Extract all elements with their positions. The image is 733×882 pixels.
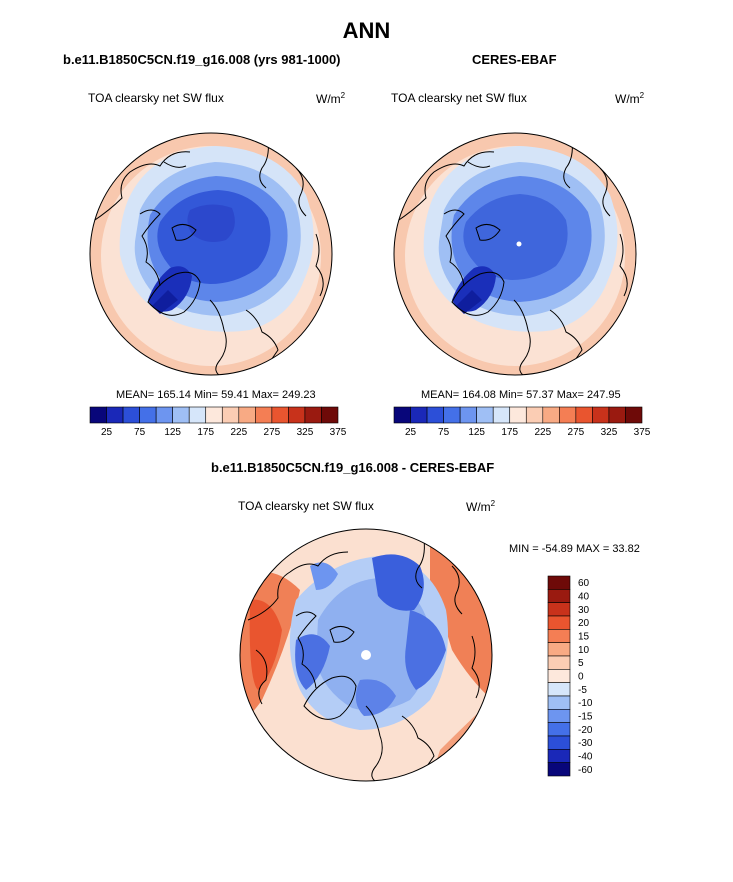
panel-1-colorbar-swatch — [221, 406, 240, 424]
panel-2-colorbar-swatch — [509, 406, 527, 424]
panel-1-colorbar-swatch — [155, 406, 173, 424]
panel-3-colorbar-swatch — [547, 682, 571, 697]
panel-1-colorbar-swatch — [304, 406, 322, 424]
panel-1-colorbar-tick-label: 325 — [297, 427, 314, 438]
panel-3-variable-label: TOA clearsky net SW flux — [238, 499, 374, 513]
figure-title: ANN — [342, 18, 391, 43]
panel-3-colorbar-tick-label: 15 — [578, 632, 590, 643]
panel-3-colorbar-swatch — [547, 575, 571, 590]
panel-2-colorbar-swatch — [542, 406, 560, 424]
panel-2-stats: MEAN= 164.08 Min= 57.37 Max= 247.95 — [421, 389, 621, 401]
panel-2-colorbar-swatch — [410, 406, 428, 424]
panel-3-stats: MIN = -54.89 MAX = 33.82 — [509, 543, 640, 555]
panel-3-colorbar-swatch — [547, 642, 571, 657]
panel-1-colorbar-tick-label: 125 — [164, 427, 181, 438]
panel-3-map — [239, 528, 493, 782]
panel-2-colorbar-swatch — [559, 406, 577, 424]
panel-1-case-title: b.e11.B1850C5CN.f19_g16.008 (yrs 981-100… — [63, 52, 341, 67]
panel-2-colorbar-swatch — [592, 406, 610, 424]
panel-1-colorbar-swatch — [238, 406, 256, 424]
panel-3-colorbar-tick-label: -30 — [578, 738, 593, 749]
panel-2-colorbar-swatch — [492, 406, 511, 424]
panel-3-colorbar-tick-label: -20 — [578, 725, 593, 736]
panel-1-stats: MEAN= 165.14 Min= 59.41 Max= 249.23 — [116, 389, 316, 401]
panel-1-colorbar-swatch — [205, 406, 223, 424]
panel-2-colorbar-tick-label: 275 — [568, 427, 585, 438]
panel-3-colorbar-swatch — [547, 615, 571, 630]
panel-3-colorbar-tick-label: -10 — [578, 698, 593, 709]
panel-2-colorbar: 25 75 125 175 225 275 325 375 — [393, 406, 651, 438]
panel-1-colorbar-tick-label: 25 — [101, 427, 113, 438]
panel-2-colorbar-tick-label: 75 — [438, 427, 450, 438]
panel-3-units: W/m2 — [466, 499, 496, 514]
panel-3-colorbar-tick-label: 5 — [578, 658, 584, 669]
panel-2-colorbar-swatch — [426, 406, 444, 424]
panel-3-colorbar-tick-label: 20 — [578, 618, 590, 629]
panel-1-colorbar-swatch — [271, 406, 289, 424]
panel-1-colorbar-swatch — [89, 406, 107, 424]
panel-2-colorbar-swatch — [393, 406, 411, 424]
panel-2-colorbar-swatch — [625, 406, 643, 424]
panel-3-colorbar-tick-label: -40 — [578, 752, 593, 763]
panel-1-variable-label: TOA clearsky net SW flux — [88, 91, 224, 105]
panel-3-colorbar-tick-label: 30 — [578, 605, 590, 616]
panel-2-variable-label: TOA clearsky net SW flux — [391, 91, 527, 105]
panel-2-units: W/m2 — [615, 91, 645, 106]
panel-2-colorbar-tick-label: 125 — [468, 427, 485, 438]
panel-2-colorbar-tick-label: 175 — [501, 427, 518, 438]
panel-1-colorbar-swatch — [321, 406, 339, 424]
panel-3-colorbar-swatch — [547, 695, 571, 710]
panel-1-colorbar-tick-label: 375 — [330, 427, 347, 438]
panel-3-colorbar-swatch — [547, 709, 571, 723]
panel-2-colorbar-tick-label: 375 — [634, 427, 651, 438]
panel-3-colorbar-swatch — [547, 655, 571, 670]
panel-2-colorbar-swatch — [525, 406, 544, 424]
panel-3-colorbar-swatch — [547, 735, 571, 750]
panel-2-colorbar-tick-label: 25 — [405, 427, 417, 438]
panel-3-colorbar-swatch — [547, 722, 571, 737]
panel-1-colorbar-tick-label: 225 — [230, 427, 247, 438]
panel-3-colorbar-tick-label: -60 — [578, 765, 593, 776]
panel-3-colorbar-swatch — [547, 602, 571, 617]
panel-2-map — [393, 132, 637, 376]
panel-1-colorbar: 25 75 125 175 225 275 325 375 — [89, 406, 347, 438]
panel-3-colorbar: 60 40 30 20 15 10 5 0 -5 -10 -15 -20 -30 -40 -60 — [547, 575, 593, 777]
panel-3-colorbar-swatch — [547, 762, 571, 777]
panel-1-colorbar-swatch — [122, 406, 140, 424]
panel-3-colorbar-tick-label: 10 — [578, 645, 590, 656]
panel-2-colorbar-swatch — [443, 406, 461, 424]
panel-3-colorbar-swatch — [547, 629, 571, 643]
panel-3-case-title: b.e11.B1850C5CN.f19_g16.008 - CERES-EBAF — [211, 460, 495, 475]
panel-3-colorbar-swatch — [547, 669, 571, 683]
panel-1-colorbar-swatch — [139, 406, 157, 424]
panel-3-colorbar-tick-label: 40 — [578, 592, 590, 603]
panel-2-colorbar-swatch — [608, 406, 626, 424]
panel-2-case-title: CERES-EBAF — [472, 52, 557, 67]
panel-1-colorbar-tick-label: 175 — [197, 427, 214, 438]
panel-1-units: W/m2 — [316, 91, 346, 106]
panel-1-colorbar-tick-label: 75 — [134, 427, 146, 438]
panel-2-colorbar-swatch — [459, 406, 477, 424]
panel-1-colorbar-swatch — [106, 406, 124, 424]
panel-3-colorbar-swatch — [547, 749, 571, 763]
panel-1-map — [89, 132, 333, 376]
panel-2-colorbar-swatch — [476, 406, 494, 424]
panel-3-colorbar-swatch — [547, 589, 571, 603]
panel-3-colorbar-tick-label: 0 — [578, 672, 584, 683]
panel-3-colorbar-tick-label: -15 — [578, 712, 593, 723]
panel-2-colorbar-swatch — [575, 406, 593, 424]
panel-1-colorbar-swatch — [188, 406, 207, 424]
panel-1-colorbar-swatch — [255, 406, 273, 424]
panel-2-colorbar-tick-label: 325 — [601, 427, 618, 438]
panel-3-colorbar-tick-label: 60 — [578, 578, 590, 589]
panel-1-colorbar-swatch — [288, 406, 306, 424]
panel-1-colorbar-tick-label: 275 — [264, 427, 281, 438]
panel-2-colorbar-tick-label: 225 — [534, 427, 551, 438]
panel-3-colorbar-tick-label: -5 — [578, 685, 587, 696]
panel-1-colorbar-swatch — [172, 406, 190, 424]
